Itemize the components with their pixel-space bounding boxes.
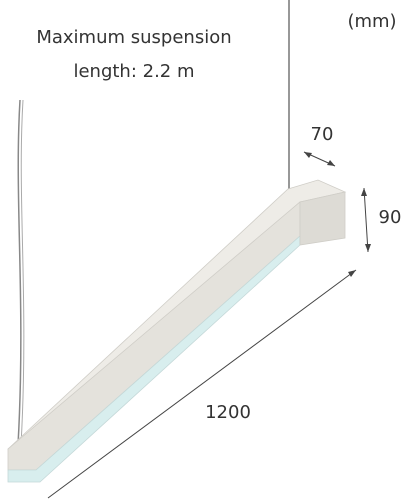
dimension-line <box>363 187 369 253</box>
dimension-label: 70 <box>311 124 334 145</box>
cable <box>17 99 22 446</box>
cable <box>20 99 25 446</box>
arrow <box>365 244 371 252</box>
dimension-label: 1200 <box>205 402 251 423</box>
arrow <box>361 188 367 196</box>
unit-label: (mm) <box>347 11 396 32</box>
arrow <box>304 152 312 158</box>
lamp-end-cap <box>299 191 346 246</box>
dimension-line <box>47 269 357 499</box>
dimension-label: 90 <box>379 207 402 228</box>
note-line: Maximum suspension <box>36 27 231 48</box>
note-line: length: 2.2 m <box>73 61 194 82</box>
lamp-side <box>7 201 301 471</box>
arrow <box>348 270 356 277</box>
arrow <box>327 160 335 166</box>
